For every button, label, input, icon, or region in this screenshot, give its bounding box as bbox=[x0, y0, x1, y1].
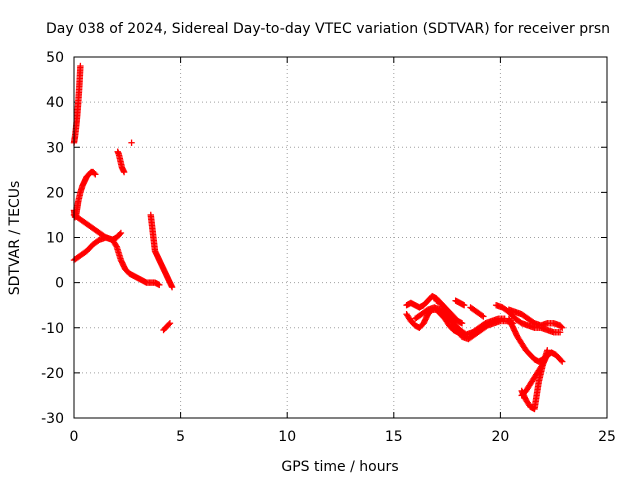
data-point bbox=[559, 324, 566, 331]
x-tick-label: 10 bbox=[278, 429, 296, 445]
data-point bbox=[92, 171, 99, 178]
data-point bbox=[77, 62, 84, 70]
data-point bbox=[168, 283, 176, 291]
data-point bbox=[116, 230, 124, 238]
data-point bbox=[91, 169, 98, 177]
data-point bbox=[544, 351, 551, 359]
y-tick-label: -20 bbox=[41, 366, 64, 382]
data-point bbox=[117, 229, 125, 237]
data-point bbox=[166, 320, 174, 327]
tick-labels: 0 5 10 15 20 25 -30 -20 -10 0 10 20 30 40 50 bbox=[41, 50, 616, 445]
data-point bbox=[559, 358, 566, 365]
data-point bbox=[557, 357, 565, 364]
y-tick-label: -30 bbox=[41, 411, 64, 427]
y-tick-label: 30 bbox=[46, 140, 64, 156]
y-tick-label: 10 bbox=[46, 231, 64, 247]
x-tick-label: 0 bbox=[70, 429, 79, 445]
y-axis-label: SDTVAR / TECUs bbox=[7, 181, 23, 296]
data-point bbox=[557, 323, 565, 330]
grid bbox=[74, 57, 607, 418]
data-point bbox=[156, 281, 163, 289]
chart-title: Day 038 of 2024, Sidereal Day-to-day VTE… bbox=[46, 21, 610, 37]
x-tick-label: 20 bbox=[491, 429, 509, 445]
data-point bbox=[112, 241, 119, 249]
plot-frame bbox=[73, 56, 608, 419]
y-tick-label: 20 bbox=[46, 185, 64, 201]
data-point bbox=[460, 301, 468, 309]
data-point bbox=[556, 329, 564, 336]
data-point bbox=[128, 139, 135, 146]
y-tick-label: -10 bbox=[41, 321, 64, 337]
x-tick-label: 5 bbox=[176, 429, 185, 445]
y-tick-label: 50 bbox=[46, 50, 64, 66]
data-point bbox=[480, 313, 487, 320]
data-point bbox=[478, 312, 486, 319]
y-tick-label: 40 bbox=[46, 95, 64, 111]
y-tick-label: 0 bbox=[55, 276, 64, 292]
x-tick-label: 25 bbox=[598, 429, 616, 445]
x-axis-label: GPS time / hours bbox=[281, 459, 398, 475]
data-point bbox=[120, 168, 128, 176]
data-point bbox=[458, 320, 466, 327]
x-tick-label: 15 bbox=[385, 429, 403, 445]
data-point bbox=[165, 321, 173, 328]
